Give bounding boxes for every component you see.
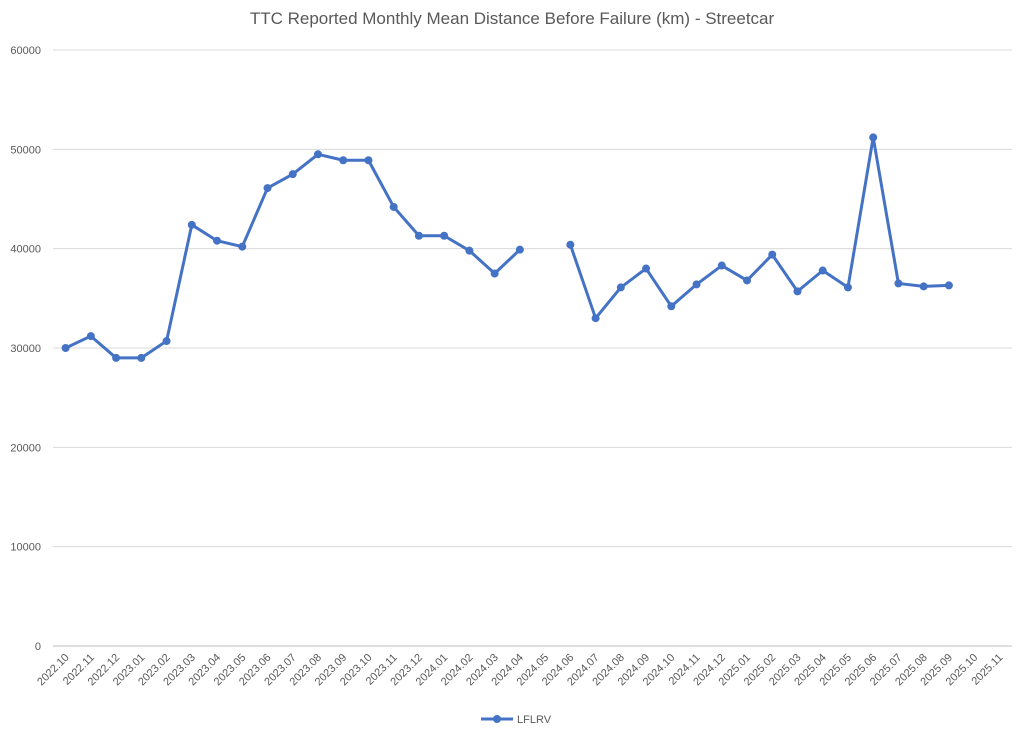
series-line: [568, 135, 949, 320]
data-point: [339, 156, 348, 165]
data-point: [515, 245, 524, 254]
y-tick-label: 30000: [10, 343, 41, 355]
data-point: [793, 287, 802, 296]
data-point: [667, 302, 676, 311]
data-point: [944, 281, 953, 290]
data-point: [213, 236, 222, 245]
y-tick-label: 60000: [10, 45, 41, 57]
data-point: [112, 353, 121, 362]
data-point: [894, 279, 903, 288]
data-point: [692, 280, 701, 289]
x-axis-ticks: 2022.102022.112022.122023.012023.022023.…: [35, 652, 1005, 689]
data-point: [364, 156, 373, 165]
data-point: [238, 242, 247, 251]
legend-label: LFLRV: [517, 714, 552, 726]
legend-marker: [493, 715, 501, 723]
y-tick-label: 10000: [10, 542, 41, 554]
series-line: [64, 152, 521, 360]
data-point: [86, 332, 95, 341]
data-point: [616, 283, 625, 292]
data-point: [187, 220, 196, 229]
data-point: [843, 283, 852, 292]
data-point: [389, 202, 398, 211]
data-point: [61, 344, 70, 352]
data-point: [743, 276, 752, 285]
data-point: [768, 250, 777, 259]
legend: LFLRV: [481, 714, 552, 726]
data-point: [313, 150, 322, 159]
data-point: [566, 240, 575, 249]
data-point: [465, 246, 474, 255]
chart-title: TTC Reported Monthly Mean Distance Befor…: [250, 9, 775, 28]
data-point: [591, 314, 600, 323]
data-point: [137, 353, 146, 362]
data-point: [414, 231, 423, 240]
y-tick-label: 50000: [10, 144, 41, 156]
y-axis-ticks: 0 10000 20000 30000 40000 50000 60000: [10, 45, 41, 653]
data-point: [490, 269, 499, 278]
y-tick-label: 20000: [10, 442, 41, 454]
y-tick-label: 40000: [10, 244, 41, 256]
gridlines: [53, 49, 1012, 647]
data-point: [919, 282, 928, 291]
data-point: [869, 133, 878, 142]
data-point: [162, 337, 171, 346]
data-point: [288, 170, 297, 179]
data-point: [263, 184, 272, 193]
y-tick-label: 0: [35, 641, 41, 653]
series-lines: [61, 133, 953, 362]
data-point: [440, 231, 449, 240]
data-point: [642, 264, 651, 273]
data-point: [717, 261, 726, 270]
data-point: [818, 266, 827, 275]
